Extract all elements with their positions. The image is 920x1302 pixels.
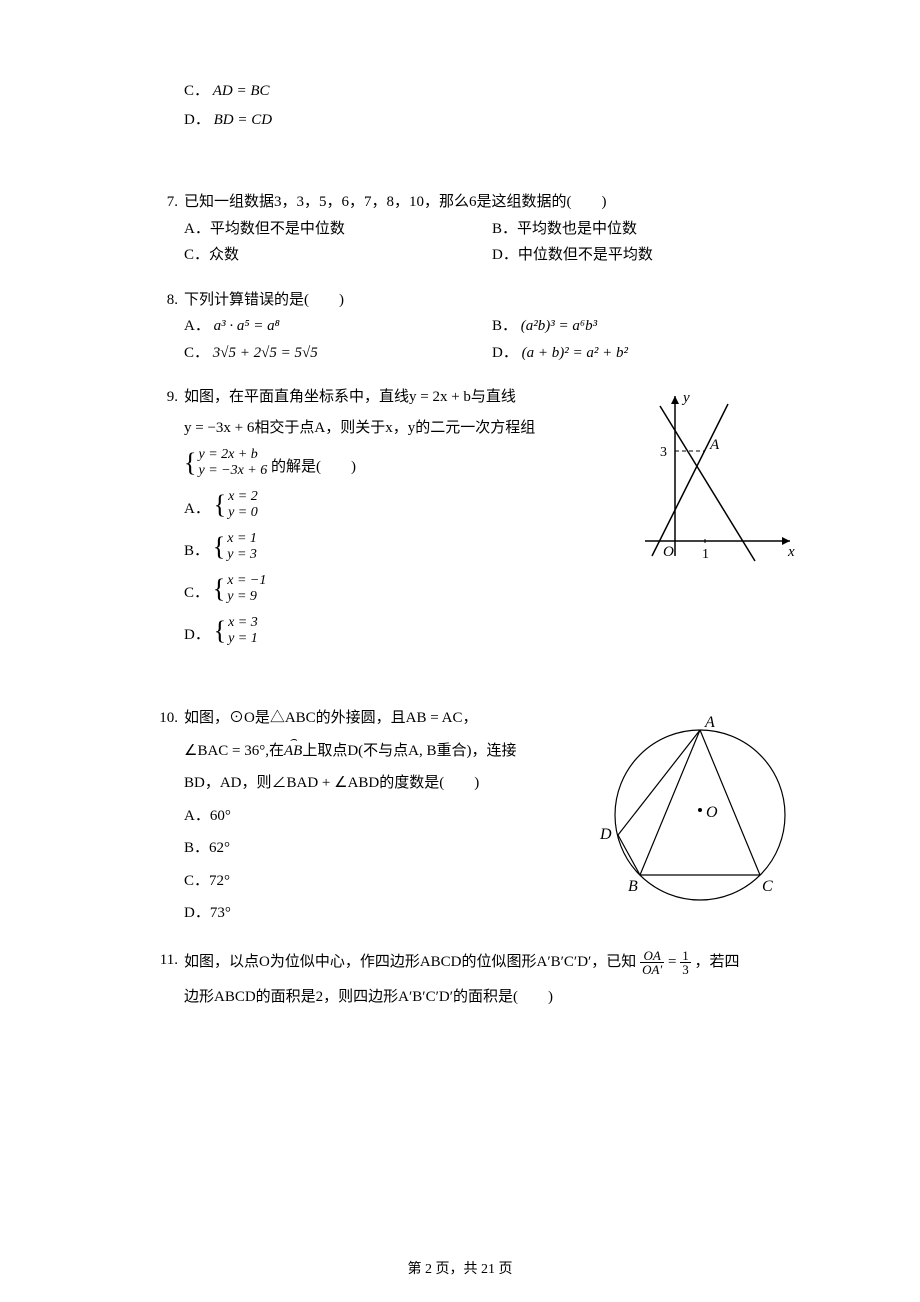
q8-number: 8. [138, 289, 184, 312]
q8-optA-math: a³ · a⁵ = a⁸ [214, 318, 280, 334]
q10-optD: D．73° [184, 902, 570, 925]
q9-A-l2: y = 0 [228, 505, 258, 521]
q9-optA-label: A． [184, 501, 210, 517]
q11-frac2: 1 3 [680, 949, 691, 976]
q9-optC-label: C． [184, 585, 209, 601]
q7-stem: 已知一组数据3，3，5，6，7，8，10，那么6是这组数据的( ) [184, 191, 920, 214]
q11-frac2-den: 3 [680, 963, 691, 976]
q8-optB-math: (a²b)³ = a⁶b³ [521, 318, 597, 334]
q11-frac1: OA OA′ [640, 949, 664, 976]
q9-C-l1: x = −1 [227, 573, 266, 589]
q11-stem2: 边形ABCD的面积是2，则四边形A′B′C′D′的面积是( ) [184, 986, 920, 1009]
q10-fig-C: C [762, 878, 773, 895]
q10-fig-O: O [706, 804, 718, 821]
q9-B-l2: y = 3 [227, 547, 257, 563]
q9-optB-sys: { x = 1 y = 3 [213, 531, 257, 563]
q9-fig-3: 3 [660, 445, 667, 460]
q9-sys-suffix: 的解是( ) [271, 459, 356, 475]
q9-figure: y x A O 1 3 [600, 386, 800, 647]
q8-stem: 下列计算错误的是( ) [184, 289, 920, 312]
q10-fig-B: B [628, 878, 638, 895]
q11-stem1: 如图，以点O为位似中心，作四边形ABCD的位似图形A′B′C′D′，已知 OA … [184, 949, 920, 976]
q9-optD-sys: { x = 3 y = 1 [214, 615, 258, 647]
q11-stem1b: = [668, 953, 680, 969]
q9-optC-sys: { x = −1 y = 9 [213, 573, 267, 605]
q11-frac1-num: OA [640, 949, 664, 963]
q10-stem2b: 上取点D(不与点A, B重合)，连接 [302, 743, 516, 759]
q8-optD-math: (a + b)² = a² + b² [522, 345, 628, 361]
q9-fig-y: y [681, 390, 690, 406]
q9-number: 9. [138, 386, 184, 409]
q7-optC: C．众数 [184, 244, 492, 267]
q8-optB-label: B． [492, 318, 517, 334]
q9-stem1: 如图，在平面直角坐标系中，直线y = 2x + b与直线 [184, 386, 590, 409]
q10-number: 10. [138, 707, 184, 730]
q11-number: 11. [138, 949, 184, 972]
q11-frac2-num: 1 [680, 949, 691, 963]
q9-sys-l2: y = −3x + 6 [198, 463, 267, 479]
q10-optC: C．72° [184, 870, 570, 893]
q10-stem2a: ∠BAC = 36°,在 [184, 743, 284, 759]
q6-optC-math: AD = BC [213, 83, 270, 99]
q9-B-l1: x = 1 [227, 531, 257, 547]
q10-arc: AB [284, 740, 302, 763]
q8-optD-label: D． [492, 345, 518, 361]
q9-optA-sys: { x = 2 y = 0 [214, 489, 258, 521]
q9-fig-x: x [787, 544, 795, 560]
q9-D-l1: x = 3 [228, 615, 258, 631]
q9-fig-A: A [709, 437, 720, 453]
q9-C-l2: y = 9 [227, 589, 266, 605]
q10-optB: B．62° [184, 837, 570, 860]
q7-optA: A．平均数但不是中位数 [184, 218, 492, 241]
q11-stem1c: ，若四 [694, 953, 739, 969]
q10-stem3: BD，AD，则∠BAD + ∠ABD的度数是( ) [184, 772, 570, 795]
q11-stem1a: 如图，以点O为位似中心，作四边形ABCD的位似图形A′B′C′D′，已知 [184, 953, 636, 969]
q10-fig-D: D [599, 826, 612, 843]
page-footer: 第 2 页，共 21 页 [0, 1259, 920, 1280]
q9-A-l1: x = 2 [228, 489, 258, 505]
q6-optC-label: C． [184, 83, 209, 99]
q10-figure: A B C D O [580, 707, 800, 925]
q7-number: 7. [138, 191, 184, 214]
q9-fig-O: O [663, 544, 674, 560]
q9-stem2: y = −3x + 6相交于点A，则关于x，y的二元一次方程组 [184, 417, 590, 440]
q9-optB-label: B． [184, 543, 209, 559]
q9-optD-label: D． [184, 627, 210, 643]
q7-optB: B．平均数也是中位数 [492, 218, 800, 241]
q10-stem2: ∠BAC = 36°,在AB上取点D(不与点A, B重合)，连接 [184, 740, 570, 763]
q9-D-l2: y = 1 [228, 631, 258, 647]
q7-optD: D．中位数但不是平均数 [492, 244, 800, 267]
q10-fig-A: A [704, 714, 715, 731]
q10-optA: A．60° [184, 805, 570, 828]
q6-optD-math: BD = CD [214, 112, 272, 128]
q6-optD-label: D． [184, 112, 210, 128]
q8-optA-label: A． [184, 318, 210, 334]
q9-fig-1: 1 [702, 547, 709, 562]
q9-system: { y = 2x + b y = −3x + 6 [184, 447, 267, 479]
q10-stem1: 如图，⊙O是△ABC的外接圆，且AB = AC， [184, 707, 570, 730]
q9-sys-l1: y = 2x + b [198, 447, 267, 463]
q8-optC-math: 3√5 + 2√5 = 5√5 [213, 345, 318, 361]
q11-frac1-den: OA′ [640, 963, 664, 976]
q8-optC-label: C． [184, 345, 209, 361]
